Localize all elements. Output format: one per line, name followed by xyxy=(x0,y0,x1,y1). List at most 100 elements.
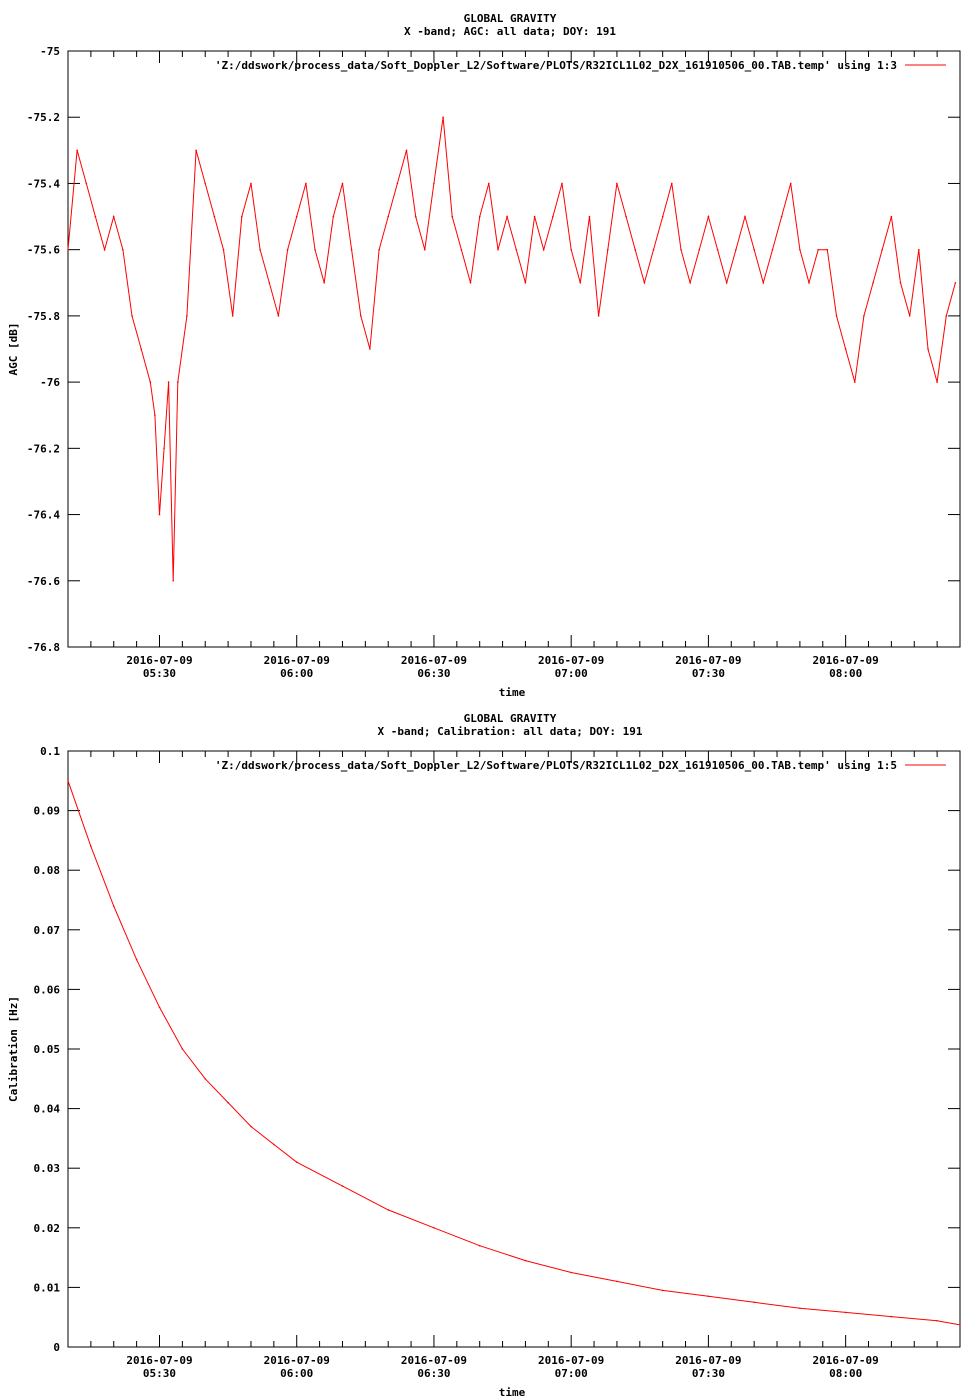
data-point xyxy=(570,1271,572,1274)
data-point xyxy=(222,248,225,251)
x-tick-date-label: 2016-07-09 xyxy=(264,654,330,667)
data-point xyxy=(227,1101,229,1104)
data-point xyxy=(533,215,536,218)
y-tick-label: -75 xyxy=(40,45,60,58)
data-point xyxy=(163,447,165,450)
data-point xyxy=(369,348,371,350)
data-point xyxy=(85,182,88,185)
data-point xyxy=(945,315,948,317)
data-point xyxy=(899,282,902,284)
data-point xyxy=(908,315,911,317)
x-tick-time-label: 06:30 xyxy=(417,667,450,680)
chart-title: GLOBAL GRAVITY xyxy=(464,12,557,25)
data-point xyxy=(744,215,746,218)
y-tick-label: 0.05 xyxy=(34,1043,61,1056)
data-point xyxy=(250,182,252,185)
data-point xyxy=(387,215,390,218)
data-point xyxy=(817,248,819,251)
x-tick-date-label: 2016-07-09 xyxy=(813,1354,879,1367)
data-point xyxy=(863,315,865,317)
data-point xyxy=(259,248,261,251)
y-tick-label: 0.1 xyxy=(40,745,60,758)
data-point xyxy=(231,315,234,317)
data-point xyxy=(295,1161,298,1163)
data-point xyxy=(579,282,582,284)
y-tick-label: -76 xyxy=(40,376,60,389)
data-point xyxy=(273,1143,275,1146)
data-point xyxy=(661,1289,664,1292)
x-tick-date-label: 2016-07-09 xyxy=(401,654,467,667)
data-point xyxy=(90,845,92,848)
x-tick-date-label: 2016-07-09 xyxy=(126,654,192,667)
data-point xyxy=(295,215,298,218)
data-point xyxy=(753,248,755,251)
data-point xyxy=(542,248,545,251)
x-tick-date-label: 2016-07-09 xyxy=(538,1354,604,1367)
y-tick-label: 0.07 xyxy=(34,924,61,937)
data-point xyxy=(680,248,682,251)
data-point xyxy=(286,248,289,251)
legend-label: 'Z:/ddswork/process_data/Soft_Doppler_L2… xyxy=(215,59,897,72)
chart-subtitle: X -band; AGC: all data; DOY: 191 xyxy=(404,25,616,38)
data-point xyxy=(497,248,499,251)
data-point xyxy=(360,315,362,317)
data-point xyxy=(268,282,271,284)
data-point xyxy=(135,958,138,961)
data-point xyxy=(552,215,554,218)
y-axis-label: AGC [dB] xyxy=(7,323,20,376)
y-tick-label: 0.08 xyxy=(34,864,61,877)
x-tick-time-label: 07:30 xyxy=(692,1367,725,1380)
data-point xyxy=(652,248,655,251)
x-tick-date-label: 2016-07-09 xyxy=(538,654,604,667)
data-point xyxy=(607,248,609,251)
data-point xyxy=(936,1320,938,1322)
data-point xyxy=(918,248,920,251)
data-point xyxy=(112,905,115,907)
series-line xyxy=(67,117,956,581)
agc-chart-panel: GLOBAL GRAVITY X -band; AGC: all data; DO… xyxy=(7,12,961,699)
data-point xyxy=(844,348,847,350)
data-point xyxy=(570,248,572,251)
data-point xyxy=(698,248,701,251)
x-tick-time-label: 06:00 xyxy=(280,1367,313,1380)
data-point xyxy=(771,248,774,251)
data-point xyxy=(67,248,69,251)
y-tick-label: -75.4 xyxy=(27,177,60,190)
data-point xyxy=(959,1324,961,1326)
data-point xyxy=(478,215,481,218)
x-tick-time-label: 05:30 xyxy=(143,1367,176,1380)
data-point xyxy=(780,215,783,218)
plot-frame xyxy=(67,50,961,648)
x-tick-date-label: 2016-07-09 xyxy=(675,654,741,667)
data-point xyxy=(414,215,417,218)
x-axis-label: time xyxy=(499,1386,526,1399)
data-point xyxy=(671,182,673,185)
data-point xyxy=(250,1125,252,1128)
data-point xyxy=(826,248,829,251)
data-point xyxy=(103,248,106,251)
data-point xyxy=(616,1280,618,1283)
data-point xyxy=(881,248,883,251)
data-point xyxy=(181,1048,184,1050)
data-point xyxy=(689,282,691,284)
data-point xyxy=(515,248,518,251)
data-point xyxy=(442,116,444,118)
y-tick-label: 0.04 xyxy=(34,1103,61,1116)
y-tick-label: -76.8 xyxy=(27,641,60,654)
data-point xyxy=(277,315,280,317)
data-point xyxy=(177,381,179,383)
data-point xyxy=(707,215,710,218)
x-tick-time-label: 06:30 xyxy=(417,1367,450,1380)
data-point xyxy=(433,182,435,185)
data-point xyxy=(341,1185,344,1187)
data-point xyxy=(305,182,307,185)
data-point xyxy=(524,282,527,284)
data-point xyxy=(716,248,719,251)
data-point xyxy=(158,1006,161,1009)
x-tick-time-label: 07:00 xyxy=(555,1367,588,1380)
data-point xyxy=(844,1311,847,1314)
data-point xyxy=(149,381,152,383)
data-point xyxy=(808,282,810,284)
data-point xyxy=(67,780,69,782)
